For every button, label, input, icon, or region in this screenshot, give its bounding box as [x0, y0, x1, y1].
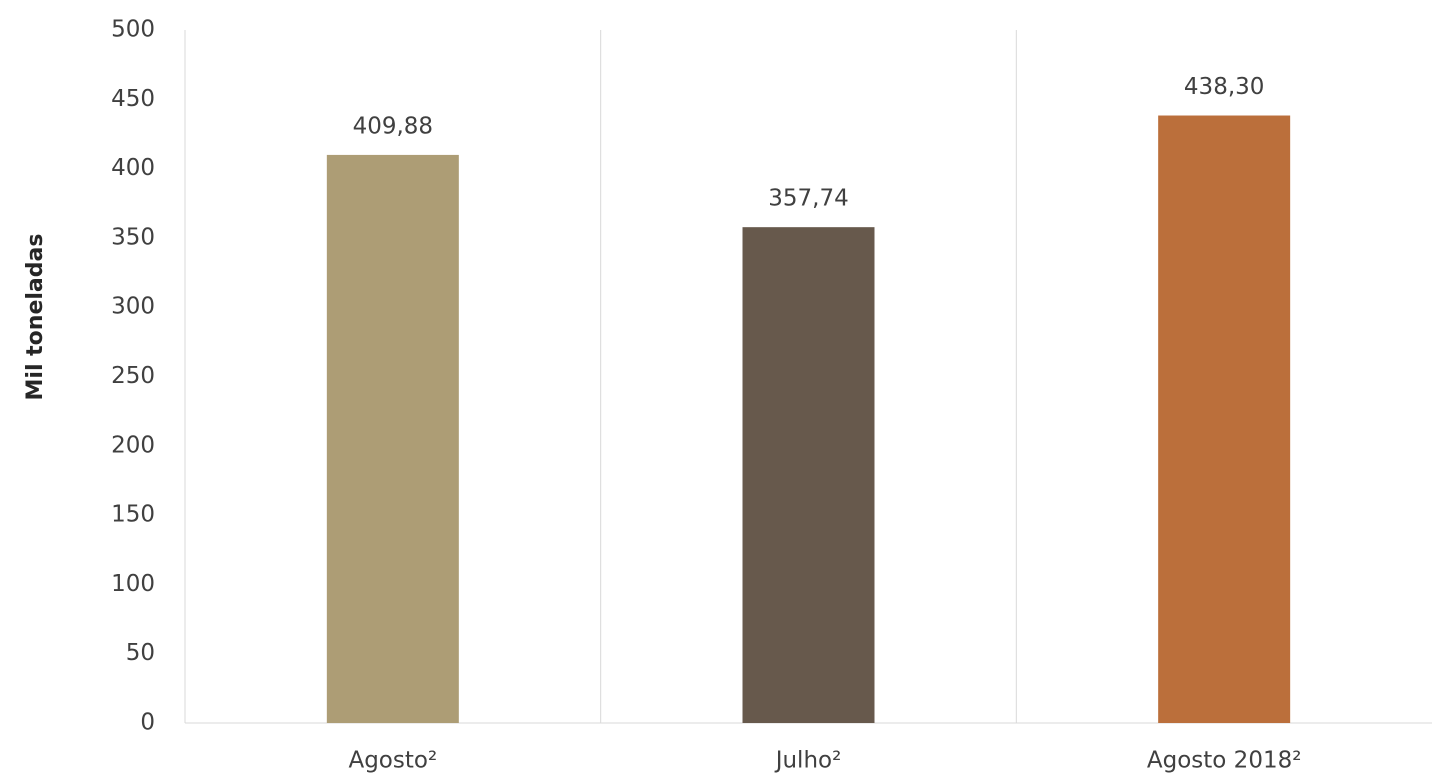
- y-tick-label: 450: [111, 86, 155, 112]
- y-tick-label: 200: [111, 432, 155, 458]
- y-tick-label: 250: [111, 363, 155, 389]
- y-tick-label: 150: [111, 502, 155, 528]
- y-tick-label: 0: [140, 710, 155, 736]
- y-tick-label: 500: [111, 17, 155, 43]
- x-tick-label: Agosto 2018²: [1147, 748, 1302, 774]
- bar: [1158, 115, 1291, 724]
- y-tick-label: 400: [111, 155, 155, 181]
- value-label: 409,88: [353, 113, 433, 139]
- bar: [742, 227, 875, 723]
- bar: [326, 154, 459, 724]
- y-tick-label: 300: [111, 294, 155, 320]
- y-tick-label: 50: [126, 640, 155, 666]
- value-label: 438,30: [1184, 74, 1264, 100]
- x-tick-label: Agosto²: [348, 748, 437, 774]
- y-tick-label: 100: [111, 571, 155, 597]
- y-axis-label: Mil toneladas: [23, 234, 48, 401]
- value-label: 357,74: [768, 186, 848, 212]
- y-tick-label: 350: [111, 224, 155, 250]
- x-tick-label: Julho²: [774, 748, 842, 774]
